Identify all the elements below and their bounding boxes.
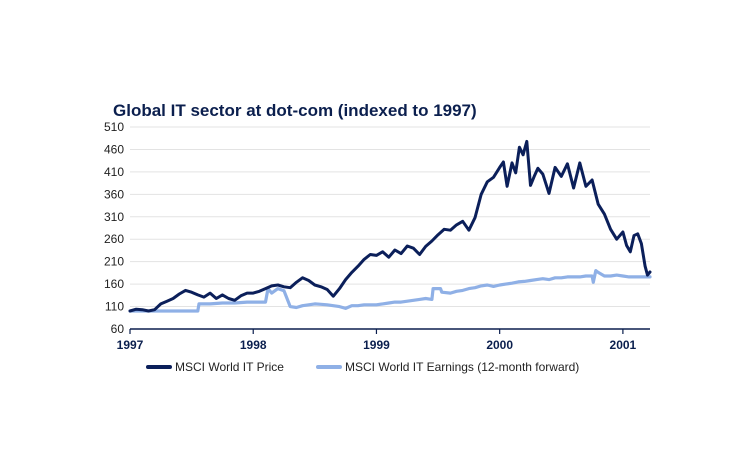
legend-item-earnings: MSCI World IT Earnings (12-month forward… xyxy=(316,360,579,374)
x-tick-label: 2001 xyxy=(610,338,637,352)
legend-item-price: MSCI World IT Price xyxy=(146,360,284,374)
y-tick-label: 310 xyxy=(104,210,124,224)
x-tick-label: 1999 xyxy=(363,338,390,352)
chart-title: Global IT sector at dot-com (indexed to … xyxy=(113,101,477,120)
y-tick-label: 510 xyxy=(104,120,124,134)
y-tick-label: 360 xyxy=(104,187,124,201)
legend-label-earnings: MSCI World IT Earnings (12-month forward… xyxy=(345,360,579,374)
x-tick-label: 1998 xyxy=(240,338,267,352)
x-axis-ticks: 1997 1998 1999 2000 2001 xyxy=(117,329,637,352)
x-tick-label: 1997 xyxy=(117,338,144,352)
legend: MSCI World IT Price MSCI World IT Earnin… xyxy=(146,360,579,374)
y-tick-label: 160 xyxy=(104,277,124,291)
y-tick-label: 260 xyxy=(104,232,124,246)
y-tick-label: 460 xyxy=(104,142,124,156)
y-tick-label: 60 xyxy=(111,322,125,336)
y-tick-label: 410 xyxy=(104,165,124,179)
legend-label-price: MSCI World IT Price xyxy=(175,360,284,374)
y-tick-label: 210 xyxy=(104,255,124,269)
y-axis-ticks: 60 110 160 210 260 310 360 410 460 510 xyxy=(104,120,124,336)
series-line-earnings xyxy=(128,269,652,313)
y-tick-label: 110 xyxy=(105,300,124,314)
series-lines xyxy=(128,139,652,313)
x-tick-label: 2000 xyxy=(486,338,513,352)
series-line-price xyxy=(128,139,652,313)
gridlines xyxy=(130,126,650,308)
